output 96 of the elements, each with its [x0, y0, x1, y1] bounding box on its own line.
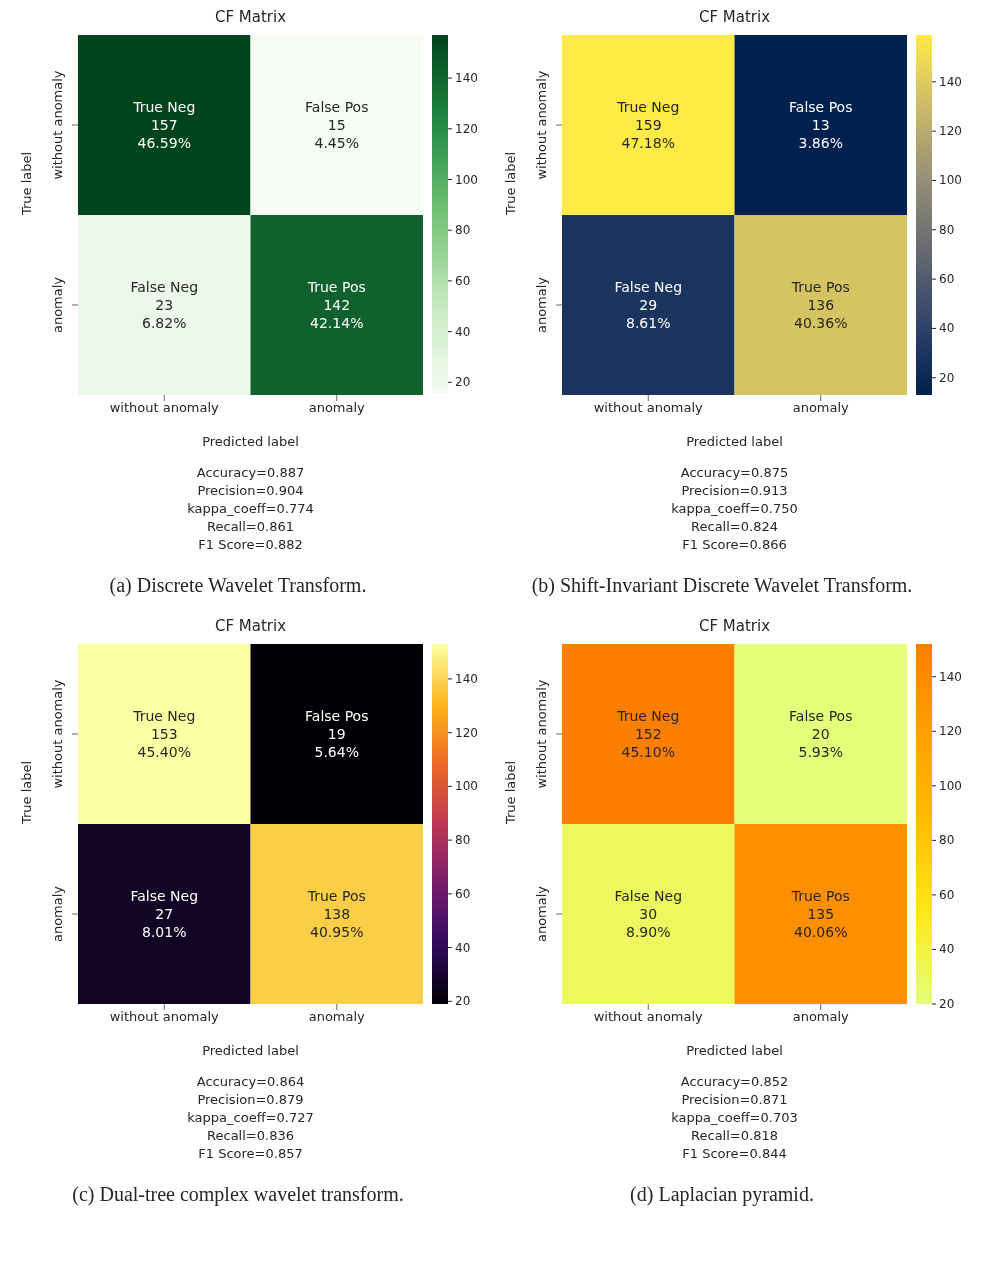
text: Accuracy=0.864	[195, 1073, 306, 1091]
text: Precision=0.913	[680, 482, 789, 500]
text: Recall=0.861	[206, 518, 295, 536]
color-bar-label: 140	[455, 671, 478, 686]
chart-title: CF Matrix	[697, 8, 772, 28]
color-bar-label: 40	[939, 321, 955, 336]
y-tick-label: anomaly	[50, 276, 65, 334]
text: Accuracy=0.887	[195, 464, 306, 482]
y-axis-title: True label	[502, 760, 518, 825]
text: F1 Score=0.866	[681, 536, 788, 554]
y-tick-label: without anomaly	[534, 70, 549, 180]
chart-title: CF Matrix	[697, 617, 772, 637]
x-tick-label: without anomaly	[109, 400, 220, 416]
data-label: False Neg 23 6.82%	[130, 279, 199, 331]
x-tick-label: anomaly	[792, 1009, 850, 1025]
data-label: False Pos 19 5.64%	[305, 708, 369, 760]
x-tick-label: anomaly	[792, 400, 850, 416]
color-bar-label: 20	[939, 370, 955, 385]
text: kappa_coeff=0.727	[186, 1109, 315, 1127]
text: (d) Laplacian pyramid.	[629, 1183, 815, 1206]
text: Recall=0.818	[690, 1127, 779, 1145]
data-label: False Pos 13 3.86%	[789, 99, 853, 151]
text: kappa_coeff=0.774	[186, 500, 315, 518]
text: Accuracy=0.875	[679, 464, 790, 482]
color-bar-label: 120	[455, 725, 478, 740]
y-tick-label: anomaly	[534, 276, 549, 334]
text: F1 Score=0.882	[197, 536, 304, 554]
x-axis-title: Predicted label	[686, 1043, 783, 1058]
data-label: True Neg 153 45.40%	[132, 708, 196, 760]
data-label: True Neg 159 47.18%	[616, 99, 680, 151]
y-axis-title: True label	[18, 760, 34, 825]
color-bar-label: 140	[939, 669, 962, 684]
color-bar-label: 100	[939, 173, 962, 188]
color-bar-label: 20	[939, 997, 955, 1011]
color-bar-label: 60	[455, 273, 471, 288]
color-bar-label: 100	[455, 172, 478, 187]
text: (c) Dual-tree complex wavelet transform.	[71, 1183, 405, 1206]
text: F1 Score=0.857	[197, 1145, 304, 1163]
text: Precision=0.871	[680, 1091, 789, 1109]
y-axis-title: True label	[18, 151, 34, 216]
color-bar-label: 20	[455, 994, 471, 1009]
y-tick-label: anomaly	[50, 885, 65, 943]
data-label: True Pos 138 40.95%	[306, 888, 366, 940]
color-bar-label: 80	[939, 222, 955, 237]
data-label: True Neg 157 46.59%	[132, 99, 196, 151]
color-bar-label: 40	[455, 940, 471, 955]
chart-title: CF Matrix	[213, 8, 288, 28]
data-label: True Pos 135 40.06%	[790, 888, 850, 940]
text: Recall=0.824	[690, 518, 779, 536]
color-bar-label: 140	[939, 74, 962, 89]
chart-title: CF Matrix	[213, 617, 288, 637]
color-bar-label: 120	[455, 121, 478, 136]
color-bar-label: 80	[455, 833, 471, 848]
color-bar-label: 140	[455, 71, 478, 86]
text: kappa_coeff=0.750	[670, 500, 799, 518]
data-label: True Pos 142 42.14%	[306, 279, 366, 331]
text: (b) Shift-Invariant Discrete Wavelet Transform.	[530, 574, 914, 597]
x-tick-label: anomaly	[308, 1009, 366, 1025]
text: Recall=0.836	[206, 1127, 295, 1145]
x-tick-label: without anomaly	[593, 1009, 704, 1025]
x-axis-title: Predicted label	[202, 434, 299, 449]
y-tick-label: without anomaly	[534, 679, 549, 789]
color-bar-label: 60	[939, 272, 955, 287]
color-bar-label: 80	[939, 833, 955, 848]
data-label: True Neg 152 45.10%	[616, 708, 680, 760]
data-label: False Neg 30 8.90%	[614, 888, 683, 940]
color-bar-label: 60	[455, 886, 471, 901]
text: F1 Score=0.844	[681, 1145, 788, 1163]
text: (a) Discrete Wavelet Transform.	[108, 574, 368, 597]
color-bar-label: 120	[939, 724, 962, 739]
color-bar-label: 80	[455, 223, 471, 238]
color-bar-label: 100	[939, 778, 962, 793]
color-bar-label: 40	[455, 324, 471, 339]
x-tick-label: without anomaly	[593, 400, 704, 416]
x-tick-label: anomaly	[308, 400, 366, 416]
color-bar-label: 100	[455, 779, 478, 794]
color-bar-label: 60	[939, 887, 955, 902]
y-tick-label: without anomaly	[50, 70, 65, 180]
color-bar-label: 20	[455, 375, 471, 390]
data-label: False Neg 27 8.01%	[130, 888, 199, 940]
text: kappa_coeff=0.703	[670, 1109, 799, 1127]
x-axis-title: Predicted label	[686, 434, 783, 449]
text: Accuracy=0.852	[679, 1073, 790, 1091]
y-axis-title: True label	[502, 151, 518, 216]
x-tick-label: without anomaly	[109, 1009, 220, 1025]
color-bar-label: 40	[939, 942, 955, 957]
x-axis-title: Predicted label	[202, 1043, 299, 1058]
data-label: True Pos 136 40.36%	[790, 279, 850, 331]
data-label: False Neg 29 8.61%	[614, 279, 683, 331]
color-bar-label: 120	[939, 124, 962, 139]
y-tick-label: without anomaly	[50, 679, 65, 789]
data-label: False Pos 15 4.45%	[305, 99, 369, 151]
data-label: False Pos 20 5.93%	[789, 708, 853, 760]
text: Precision=0.904	[196, 482, 305, 500]
y-tick-label: anomaly	[534, 885, 549, 943]
text: Precision=0.879	[196, 1091, 305, 1109]
